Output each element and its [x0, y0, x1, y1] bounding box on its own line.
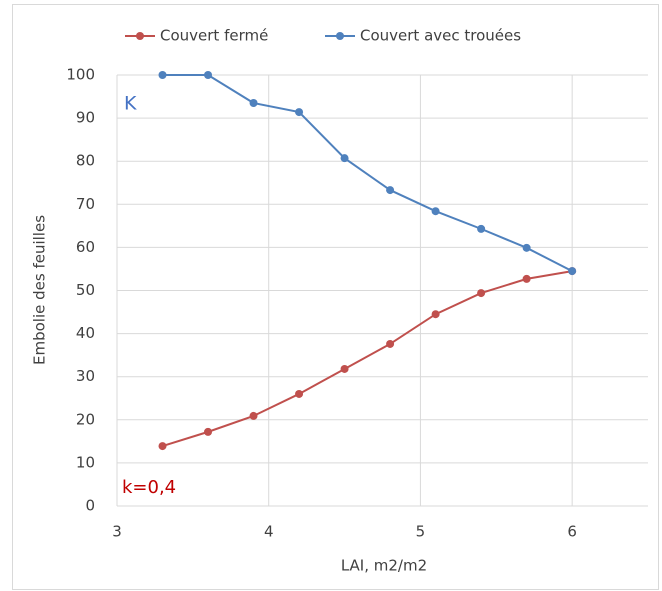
data-point [386, 186, 395, 195]
legend-marker [136, 32, 144, 40]
y-tick-label: 90 [76, 109, 95, 127]
x-tick-label: 4 [264, 523, 274, 541]
data-point [249, 99, 258, 108]
data-point [158, 442, 167, 451]
data-point [340, 154, 349, 163]
data-point [340, 364, 349, 373]
data-point [204, 427, 213, 436]
y-tick-label: 10 [76, 453, 95, 471]
y-tick-label: 80 [76, 152, 95, 170]
y-axis-label: Embolie des feuilles [31, 215, 49, 365]
data-point [158, 71, 167, 79]
data-point [477, 224, 486, 233]
annotation: k=0,4 [122, 477, 176, 498]
series-line [162, 270, 573, 448]
annotation: K [124, 93, 137, 115]
data-point [431, 207, 440, 216]
legend-marker [336, 32, 344, 40]
y-tick-label: 100 [66, 66, 95, 84]
data-point [386, 339, 395, 348]
y-tick-label: 40 [76, 324, 95, 342]
data-point [568, 267, 577, 276]
data-point [431, 310, 440, 319]
y-tick-label: 60 [76, 238, 95, 256]
y-tick-label: 50 [76, 281, 95, 299]
legend-label: Couvert fermé [160, 27, 268, 45]
x-axis-label: LAI, m2/m2 [341, 557, 427, 575]
series-line [162, 74, 573, 272]
y-tick-label: 0 [85, 497, 95, 515]
data-point [295, 108, 304, 117]
legend-label: Couvert avec trouées [360, 27, 521, 45]
data-point [477, 289, 486, 298]
data-point [249, 411, 258, 420]
y-tick-label: 30 [76, 367, 95, 385]
chart-border [12, 4, 659, 590]
x-tick-label: 5 [416, 523, 426, 541]
x-tick-label: 6 [567, 523, 577, 541]
x-tick-label: 3 [112, 523, 122, 541]
data-point [522, 243, 531, 252]
y-tick-label: 20 [76, 410, 95, 428]
data-point [522, 274, 531, 283]
data-point [204, 71, 213, 79]
data-point [295, 389, 304, 398]
y-tick-label: 70 [76, 195, 95, 213]
